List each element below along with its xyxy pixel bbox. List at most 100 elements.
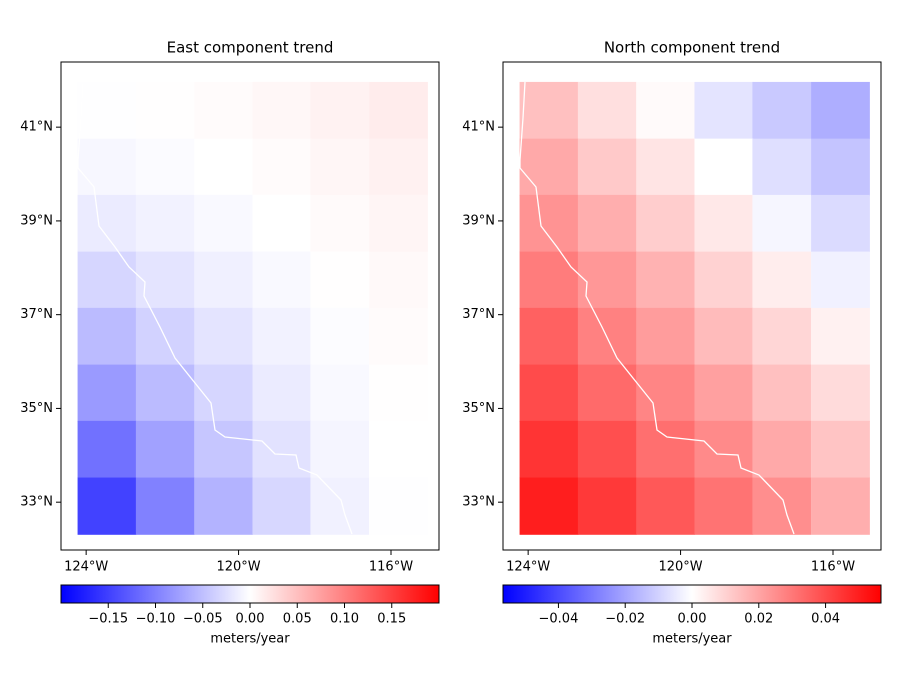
heatmap-cell [811,194,870,253]
heatmap-cell [77,138,137,196]
heatmap-cell [694,477,754,535]
y-tick-label: 39°N [20,213,53,228]
heatmap-cell [811,251,870,309]
x-tick-label: 116°W [369,560,413,575]
heatmap-cell [694,138,754,196]
heatmap-cell [694,81,754,140]
heatmap-cell [519,477,579,535]
heatmap-cell [694,251,754,309]
heatmap-cell [811,420,870,479]
x-tick-label: 124°W [506,560,550,575]
heatmap-cell [636,81,695,140]
y-tick-label: 41°N [462,120,495,135]
heatmap-cell [369,364,428,422]
heatmap-cell [194,477,253,535]
y-tick-label: 39°N [462,213,495,228]
heatmap-cell [310,138,370,196]
heatmap-cell [77,194,137,253]
heatmap-cell [77,81,137,140]
colorbar-tick-label: 0.00 [236,612,265,627]
x-tick-label: 124°W [64,560,108,575]
heatmap-cell [752,138,812,196]
colorbar-label: meters/year [652,632,732,647]
heatmap-cell [694,364,754,422]
colorbar-tick-label: −0.04 [539,612,579,627]
plot-frame [60,61,440,551]
heatmap-cell [752,364,812,422]
heatmap-cell [310,420,370,479]
heatmap-cell [752,251,812,309]
heatmap-cell [369,194,428,253]
heatmap-cell [519,307,579,366]
heatmap-cell [194,81,253,140]
map-panel: East component trend 124°W 120°W 116°W 33°N 3… [20,39,440,647]
heatmap-cell [577,420,637,479]
heatmap-cell [636,420,695,479]
heatmap-cell [811,307,870,366]
y-tick-label: 35°N [462,401,495,416]
heatmap-cell [310,307,370,366]
y-tick-label: 33°N [20,495,53,510]
y-tick-label: 41°N [20,120,53,135]
heatmap-cell [310,81,370,140]
heatmap-cell [636,251,695,309]
heatmap-cell [194,420,253,479]
heatmap-cell [252,364,312,422]
x-tick-label: 116°W [811,560,855,575]
heatmap-cell [577,138,637,196]
heatmap-cell [577,477,637,535]
heatmap-cell [77,420,137,479]
heatmap-cell [369,81,428,140]
heatmap-cell [752,307,812,366]
heatmap-cell [519,81,579,140]
heatmap-cell [310,194,370,253]
heatmap-cell [310,477,370,535]
heatmap-cell [752,81,812,140]
heatmap-cell [310,251,370,309]
heatmap-cell [752,477,812,535]
plot-frame [502,61,882,551]
map-panel: North component trend 124°W 120°W 116°W 33°N… [462,39,882,647]
heatmap-cell [369,138,428,196]
heatmap-cell [519,420,579,479]
colorbar-tick-label: 0.10 [330,612,359,627]
heatmap-cell [577,81,637,140]
heatmap-cell [577,251,637,309]
heatmap-cell [135,138,195,196]
heatmap-cell [636,138,695,196]
heatmap-cell [194,194,253,253]
heatmap-cell [811,81,870,140]
heatmap-cell [135,81,195,140]
heatmap-cell [369,477,428,535]
chart-title: East component trend [167,39,334,57]
x-tick-label: 120°W [658,560,702,575]
heatmap-cell [752,420,812,479]
heatmap-cell [252,138,312,196]
heatmap-cell [577,194,637,253]
heatmap-cell [77,251,137,309]
heatmap-cell [519,364,579,422]
heatmap-cell [694,307,754,366]
heatmap-cell [811,477,870,535]
colorbar-tick-label: −0.10 [136,612,176,627]
heatmap-cell [252,81,312,140]
colorbar-tick-label: 0.15 [377,612,406,627]
heatmap-cell [636,194,695,253]
heatmap-cell [694,194,754,253]
heatmap-cell [252,251,312,309]
heatmap-cell [811,364,870,422]
colorbar-tick-label: −0.02 [605,612,645,627]
heatmap-cell [519,194,579,253]
heatmap-cell [369,420,428,479]
heatmap-cell [519,251,579,309]
colorbar-tick-label: 0.05 [283,612,312,627]
colorbar-tick-label: −0.15 [88,612,128,627]
heatmap-cell [135,194,195,253]
y-tick-label: 35°N [20,401,53,416]
heatmap-cell [194,138,253,196]
colorbar-tick-label: −0.05 [183,612,223,627]
x-tick-label: 120°W [216,560,260,575]
heatmap-cell [135,364,195,422]
